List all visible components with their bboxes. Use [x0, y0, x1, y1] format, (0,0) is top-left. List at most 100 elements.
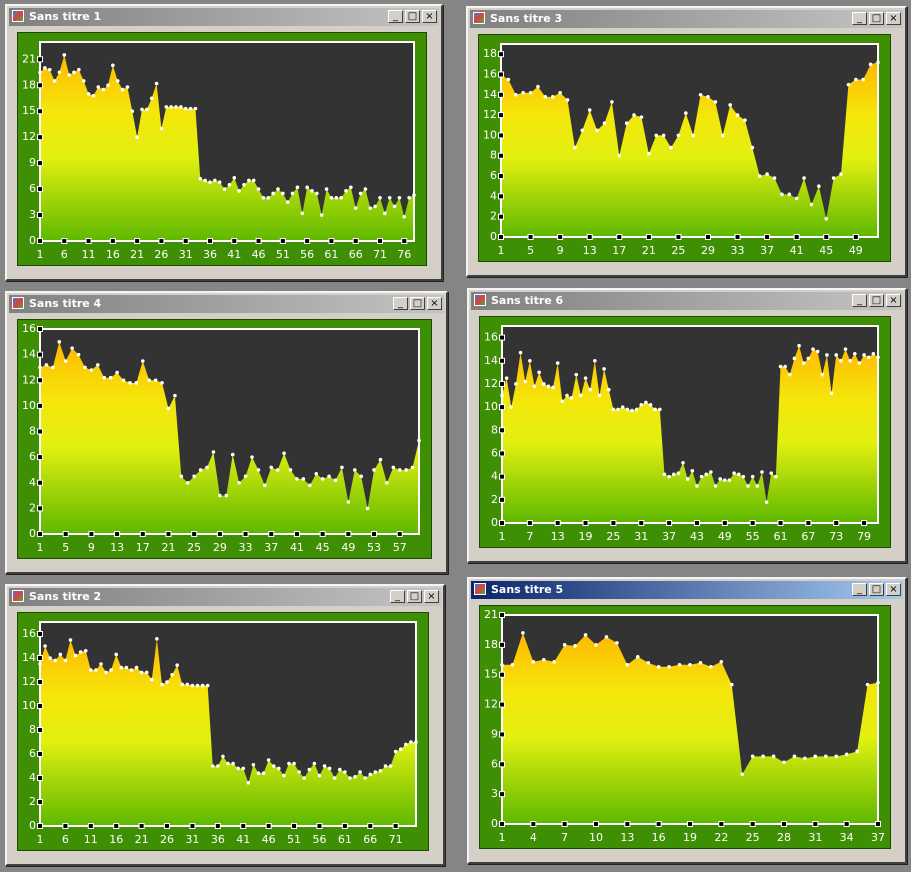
- point: [521, 631, 525, 635]
- point: [38, 365, 42, 370]
- point: [760, 470, 764, 474]
- point: [787, 192, 792, 197]
- minimize-button[interactable]: _: [852, 12, 867, 25]
- point: [630, 408, 634, 413]
- point: [183, 106, 188, 111]
- point: [373, 770, 378, 774]
- point: [271, 191, 275, 196]
- point: [558, 90, 562, 95]
- point: [780, 192, 784, 197]
- point: [81, 79, 86, 83]
- point: [44, 363, 49, 367]
- x-tick: [586, 234, 593, 240]
- y-tick: [37, 505, 43, 512]
- maximize-button[interactable]: □: [869, 583, 884, 596]
- point: [855, 749, 859, 754]
- maximize-button[interactable]: □: [407, 590, 422, 603]
- point: [868, 62, 873, 67]
- point: [648, 403, 653, 407]
- y-tick-label: 8: [29, 723, 36, 736]
- window-title: Sans titre 5: [491, 583, 564, 596]
- point: [275, 468, 280, 472]
- point: [243, 474, 248, 479]
- point: [256, 771, 261, 775]
- y-tick-label: 16: [483, 67, 497, 80]
- point: [246, 781, 251, 785]
- point: [99, 662, 103, 666]
- y-tick-label: 21: [484, 608, 498, 621]
- point: [407, 195, 411, 200]
- x-tick-label: 1: [37, 541, 44, 554]
- point: [783, 364, 787, 369]
- y-tick: [498, 51, 504, 58]
- x-tick-label: 6: [61, 248, 68, 261]
- x-tick-label: 66: [349, 248, 363, 261]
- minimize-button[interactable]: _: [852, 583, 867, 596]
- close-button[interactable]: ×: [886, 583, 901, 596]
- point: [597, 393, 602, 398]
- x-tick-label: 16: [109, 833, 123, 846]
- maximize-button[interactable]: □: [869, 294, 884, 307]
- x-tick-label: 37: [871, 831, 885, 844]
- point: [250, 455, 254, 459]
- x-tick-label: 51: [287, 833, 301, 846]
- point: [865, 682, 870, 687]
- minimize-button[interactable]: _: [852, 294, 867, 307]
- maximize-button[interactable]: □: [410, 297, 425, 310]
- point: [114, 652, 119, 657]
- y-tick-label: 6: [491, 446, 498, 459]
- point: [518, 350, 523, 355]
- close-button[interactable]: ×: [422, 10, 437, 23]
- minimize-button[interactable]: _: [388, 10, 403, 23]
- point: [410, 465, 415, 470]
- close-button[interactable]: ×: [424, 590, 439, 603]
- x-tick: [37, 823, 43, 829]
- y-tick: [37, 679, 43, 685]
- point: [140, 107, 144, 112]
- x-tick-label: 1: [37, 248, 44, 261]
- close-button[interactable]: ×: [886, 294, 901, 307]
- x-tick-label: 13: [583, 244, 597, 257]
- y-tick: [37, 655, 43, 661]
- point: [160, 381, 164, 385]
- x-tick: [704, 234, 711, 240]
- y-tick-label: 0: [29, 234, 36, 247]
- point: [179, 105, 183, 109]
- point: [671, 472, 676, 477]
- point: [149, 677, 154, 682]
- close-button[interactable]: ×: [427, 297, 442, 310]
- x-tick: [530, 821, 537, 827]
- minimize-button[interactable]: _: [393, 297, 408, 310]
- maximize-button[interactable]: □: [869, 12, 884, 25]
- y-tick: [37, 212, 43, 219]
- point: [188, 106, 193, 111]
- point: [327, 766, 332, 771]
- chart-panel: 0 2 4 6 8 10 12 14 16 1 5 9 13 17 21 25 29 33 37 41 45 49 53 57: [17, 319, 432, 559]
- point: [333, 478, 338, 482]
- point: [378, 457, 383, 462]
- point: [53, 658, 58, 663]
- point: [72, 70, 76, 75]
- point: [282, 773, 286, 778]
- point: [774, 474, 778, 479]
- x-tick: [793, 234, 800, 240]
- point: [134, 665, 139, 670]
- x-tick-label: 31: [179, 248, 193, 261]
- close-button[interactable]: ×: [886, 12, 901, 25]
- x-tick-label: 9: [88, 541, 95, 554]
- x-tick: [781, 821, 787, 827]
- point: [871, 352, 876, 356]
- window-icon: [474, 294, 486, 306]
- maximize-button[interactable]: □: [405, 10, 420, 23]
- y-tick-label: 9: [29, 156, 36, 169]
- window-icon: [474, 583, 486, 595]
- point: [213, 178, 217, 183]
- y-tick-label: 12: [484, 377, 498, 390]
- point: [226, 761, 230, 766]
- point: [73, 653, 78, 658]
- minimize-button[interactable]: _: [390, 590, 405, 603]
- x-tick: [231, 238, 238, 244]
- point: [706, 95, 710, 99]
- plot-frame: [501, 325, 879, 524]
